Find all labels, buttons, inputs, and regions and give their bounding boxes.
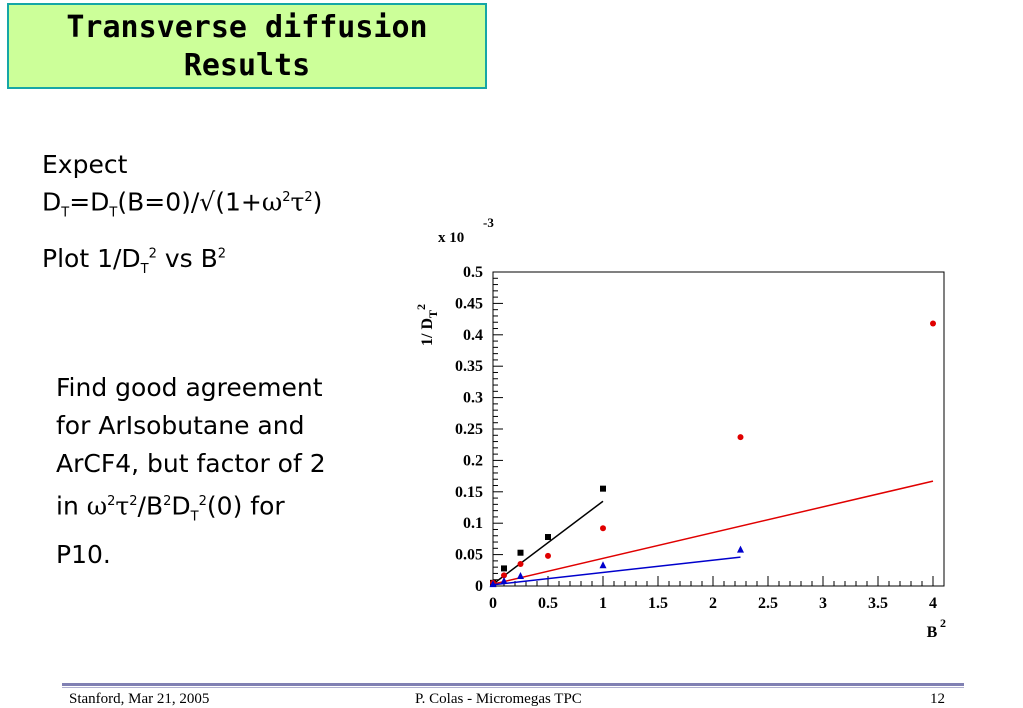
x-axis-label: B [927,624,938,641]
x-tick-label: 3 [819,595,827,612]
findings-line-2: for ArIsobutane and [56,411,305,440]
data-point-triangle [500,576,508,584]
plot-instruction: Plot 1/DT2 vs B2 [42,244,227,277]
data-point-circle [600,525,606,532]
y-tick-label: 0.1 [463,515,483,532]
title-line-1: Transverse diffusion [66,10,428,45]
y-tick-label: 0.2 [463,452,483,469]
plot-frame [492,271,945,587]
findings-line-4: in ω2τ2/B2DT2(0) for [56,491,285,525]
data-point-square [501,565,507,572]
x-tick-label: 3.5 [868,595,888,612]
diffusion-chart: 0 0.5 1 1.5 2 2.5 3 3.5 4 0 0.05 0.1 0.15 0.2 0.25 0.3 0… [414,215,946,641]
fit-line-2 [492,556,741,586]
findings-line-1: Find good agreement [56,373,323,402]
data-point-circle [930,320,936,327]
fit-line-1 [492,480,934,585]
fit-line-0 [492,500,604,585]
expect-formula: DT=DT(B=0)/√(1+ω2τ2) [42,187,323,221]
data-point-triangle [489,580,497,588]
x-axis-label-exponent: 2 [940,616,946,630]
page-number: 12 [930,691,945,707]
y-tick-label: 0.15 [455,484,483,501]
y-tick-label: 0.5 [463,264,483,281]
data-point-triangle [517,571,524,579]
x-tick-label: 2 [709,595,717,612]
x-tick-label: 1 [599,595,607,612]
data-point-circle [737,434,744,441]
footer-author: P. Colas - Micromegas TPC [415,691,582,707]
data-point-square [545,534,551,541]
data-point-triangle [737,545,744,553]
data-point-square [517,549,524,556]
expect-text: Expect DT=DT(B=0)/√(1+ω2τ2) [42,148,322,229]
data-point-triangle [599,561,607,569]
y-tick-label: 0.05 [455,547,483,564]
x-tick-label: 2.5 [758,595,778,612]
y-axis-label: 1/ DT2 [414,304,440,346]
findings-line-5: P10. [56,540,111,570]
axis-multiplier: x 10 [438,230,464,246]
data-point-circle [501,572,507,579]
findings-line-3: ArCF4, but factor of 2 [56,449,326,478]
x-tick-label: 0.5 [538,595,558,612]
footer-divider-thin [62,687,964,688]
x-tick-label: 4 [929,595,937,612]
y-tick-label: 0.3 [463,390,483,407]
footer-divider [62,683,964,686]
y-tick-label: 0.35 [455,358,483,375]
data-point-square [600,485,606,492]
findings-text: Find good agreement for ArIsobutane and … [56,369,406,574]
axis-multiplier-exponent: -3 [483,215,494,230]
y-tick-label: 0 [475,578,483,595]
slide-title: Transverse diffusion Results [7,3,487,89]
expect-label: Expect [42,150,128,179]
footer-date: Stanford, Mar 21, 2005 [69,691,210,707]
y-tick-label: 0.45 [455,295,483,312]
y-tick-label: 0.4 [463,327,483,344]
y-tick-label: 0.25 [455,421,483,438]
x-tick-label: 0 [489,595,497,612]
x-tick-label: 1.5 [648,595,668,612]
data-point-circle [545,552,551,559]
title-line-2: Results [183,48,311,83]
data-point-circle [517,561,524,568]
